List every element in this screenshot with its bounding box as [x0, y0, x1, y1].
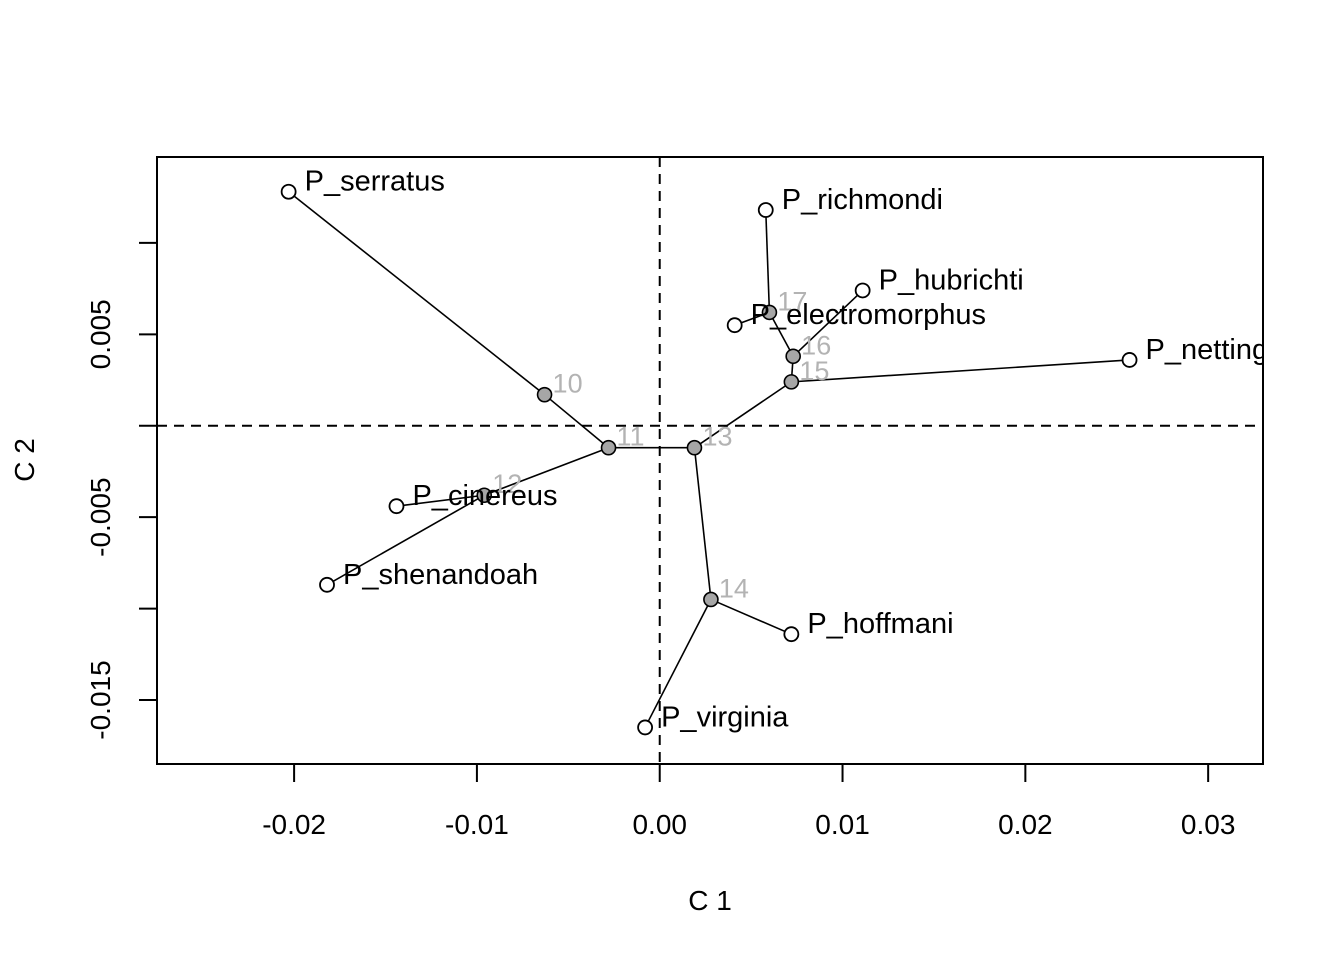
tip-point-p-cinereus	[388, 498, 405, 515]
node-point-12	[476, 487, 493, 504]
node-label-13: 13	[702, 422, 732, 452]
edge-16-p-hubrichti	[792, 289, 864, 357]
x-tick-label: -0.01	[445, 809, 509, 840]
tip-label-p-serratus: P_serratus	[305, 166, 445, 198]
edge-10-p-serratus	[288, 191, 546, 396]
tip-point-p-virginia	[637, 719, 654, 736]
x-tick-label: 0.01	[815, 809, 870, 840]
tree-edges	[288, 191, 1130, 728]
tip-point-p-hubrichti	[854, 282, 871, 299]
tree-points	[280, 183, 1138, 736]
tip-point-p-shenandoah	[319, 576, 335, 593]
tip-label-p-hoffmani: P_hoffmani	[807, 608, 953, 640]
tip-label-p-virginia: P_virginia	[661, 701, 789, 733]
node-point-13	[686, 439, 703, 456]
edge-15-p-nettingi	[791, 359, 1130, 383]
tip-label-p-electromorphus: P_electromorphus	[751, 299, 986, 331]
node-label-15: 15	[799, 356, 829, 386]
node-label-17: 17	[777, 286, 807, 316]
edge-13-14	[693, 447, 712, 600]
tip-point-p-hoffmani	[783, 626, 800, 643]
edge-13-15	[694, 381, 792, 449]
tip-point-p-serratus	[280, 183, 297, 200]
tip-label-p-shenandoah: P_shenandoah	[343, 559, 538, 591]
node-label-10: 10	[553, 369, 583, 399]
node-point-11	[600, 439, 617, 456]
edge-14-p-hoffmani	[710, 598, 792, 635]
edge-10-11	[544, 394, 610, 449]
tip-label-p-hubrichti: P_hubrichti	[879, 264, 1024, 296]
node-label-11: 11	[617, 422, 645, 452]
edge-16-17	[768, 312, 794, 357]
tip-point-p-richmondi	[757, 202, 774, 218]
node-label-14: 14	[719, 573, 749, 603]
edge-12-p-cinereus	[396, 494, 485, 508]
x-tick-label: -0.02	[262, 809, 326, 840]
plot-frame	[156, 156, 1264, 765]
node-point-15	[783, 374, 800, 390]
tip-label-p-richmondi: P_richmondi	[782, 184, 943, 216]
edge-11-12	[483, 446, 609, 496]
node-point-14	[703, 591, 719, 608]
reference-lines	[157, 157, 1263, 764]
x-axis-label: C 1	[688, 885, 732, 916]
y-tick-label: -0.015	[85, 660, 116, 739]
y-tick-label: 0.005	[85, 299, 116, 369]
tip-point-p-electromorphus	[726, 317, 743, 334]
node-label-12: 12	[492, 469, 522, 499]
node-label-16: 16	[801, 330, 831, 360]
node-point-17	[761, 304, 778, 321]
edge-14-p-virginia	[644, 599, 712, 728]
x-tick-label: 0.03	[1181, 809, 1236, 840]
y-tick-label: -0.005	[85, 477, 116, 556]
y-axis: -0.015 -0.005 0.005	[85, 241, 157, 740]
node-point-16	[785, 348, 801, 365]
x-tick-label: 0.02	[998, 809, 1053, 840]
tip-label-p-nettingi: P_nettingi	[1146, 334, 1275, 366]
edge-12-p-shenandoah	[326, 494, 485, 586]
x-axis: -0.02 -0.01 0.00 0.01 0.02 0.03	[262, 764, 1235, 840]
node-point-10	[536, 386, 553, 403]
y-axis-label: C 2	[9, 438, 40, 482]
tip-label-p-cinereus: P_cinereus	[412, 480, 557, 512]
x-tick-label: 0.00	[632, 809, 687, 840]
tip-point-p-nettingi	[1121, 352, 1138, 368]
edge-17-p-richmondi	[764, 209, 771, 313]
